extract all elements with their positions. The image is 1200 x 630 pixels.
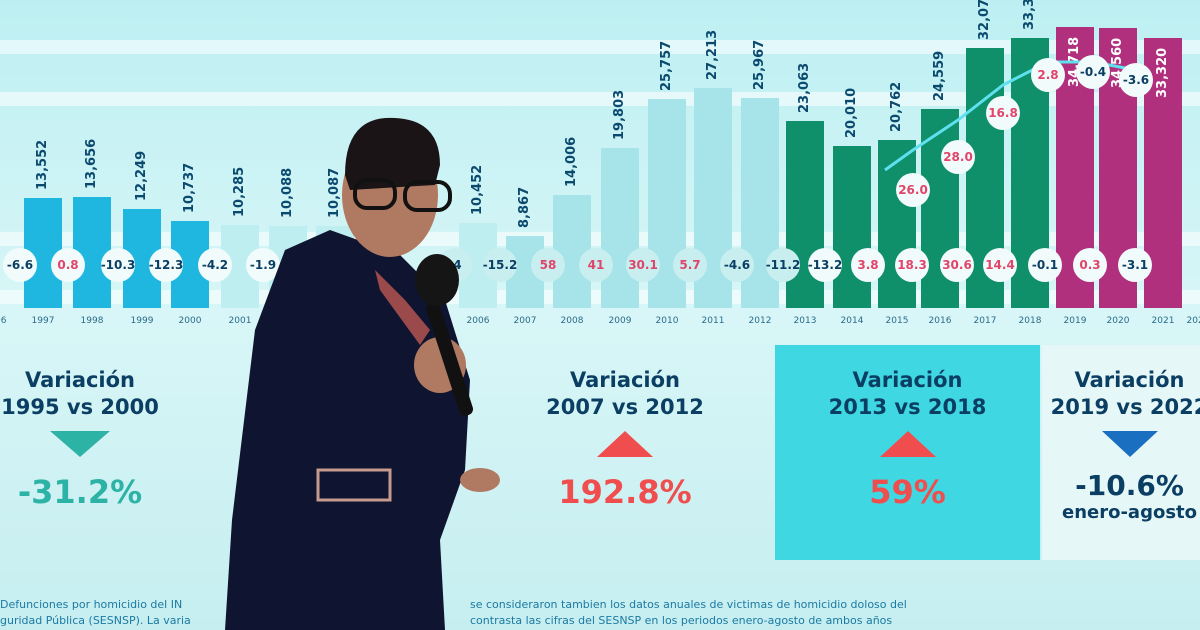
change-badge: 58: [531, 248, 565, 282]
change-badge: 5.7: [673, 248, 707, 282]
glasses-icon: [403, 180, 452, 212]
year-label: 2009: [608, 316, 632, 326]
year-label: 2011: [701, 316, 725, 326]
year-label: 2019: [1063, 316, 1087, 326]
change-badge: -4.2: [198, 248, 232, 282]
year-label: 2008: [560, 316, 584, 326]
change-badge: -3.1: [1118, 248, 1152, 282]
year-label: 2000: [178, 316, 202, 326]
panel-value: 192.8%: [558, 473, 692, 511]
year-label: 1997: [31, 316, 55, 326]
panel-title: Variación: [852, 368, 963, 392]
year-label: 2016: [928, 316, 952, 326]
glasses-icon: [353, 178, 397, 210]
footnote-line2b: contrasta las cifras del SESNSP en los p…: [470, 614, 893, 627]
change-badge: 30.6: [940, 248, 974, 282]
year-label: 1996: [0, 316, 7, 326]
panel-title: Variación: [569, 368, 681, 392]
presenter-hair: [345, 117, 440, 190]
footnote-line1b: se consideraron tambien los datos anuale…: [470, 598, 907, 611]
change-badge: -0.1: [1028, 248, 1062, 282]
change-badge: 0.3: [1073, 248, 1107, 282]
presenter-jacket: [225, 230, 470, 630]
footnote-line1a: Defunciones por homicidio del IN: [0, 598, 183, 611]
upper-change-badge: 26.0: [896, 173, 930, 207]
panel-period: 2013 vs 2018: [828, 395, 987, 419]
year-label: 2013: [793, 316, 817, 326]
change-badge: -12.3: [149, 248, 183, 282]
panel-value: -31.2%: [17, 473, 143, 511]
panel-period: 2007 vs 2012: [546, 395, 704, 419]
scarf: [375, 270, 430, 345]
upper-change-badge: 16.8: [986, 96, 1020, 130]
bar-2009: [601, 147, 639, 308]
jacket-pocket: [316, 468, 392, 502]
panel-2013-2018: Variación 2013 vs 2018 59%: [775, 345, 1040, 560]
panel-2019-2022: Variación 2019 vs 2022 -10.6% enero-agost…: [1042, 345, 1200, 560]
panel-value: 59%: [869, 473, 946, 511]
arrow-up-icon: [597, 431, 653, 457]
panel-title: Variación: [1074, 368, 1185, 392]
panel-period: 1995 vs 2000: [1, 395, 159, 419]
year-label: 2001: [228, 316, 252, 326]
change-badge: -15.2: [483, 248, 517, 282]
change-badge: -1.9: [246, 248, 280, 282]
upper-change-badge: -3.6: [1119, 63, 1153, 97]
change-badge: -13.2: [808, 248, 842, 282]
year-label: 2015: [885, 316, 909, 326]
arrow-down-icon: [1101, 431, 1158, 457]
panel-subtitle: enero-agosto: [1061, 502, 1198, 523]
year-label: 2006: [466, 316, 490, 326]
change-badge: 41: [579, 248, 613, 282]
year-label: 2020: [1106, 316, 1130, 326]
change-badge: 0.8: [51, 248, 85, 282]
upper-change-badge: -0.4: [1076, 55, 1110, 89]
panel-2007-2012: Variación 2007 vs 2012 192.8%: [520, 345, 730, 560]
change-badge: 30.1: [626, 248, 660, 282]
year-label: 2012: [748, 316, 772, 326]
change-badge: -4.6: [720, 248, 754, 282]
change-badge: 14.4: [983, 248, 1017, 282]
year-label: 2010: [655, 316, 679, 326]
year-label: 2007: [513, 316, 537, 326]
change-badge: 3.8: [851, 248, 885, 282]
change-badge: -11.2: [766, 248, 800, 282]
change-badge: 18.3: [895, 248, 929, 282]
microphone-icon: [426, 302, 474, 416]
microphone-head: [415, 254, 459, 306]
year-label: 2018: [1018, 316, 1042, 326]
change-badge: -10.3: [101, 248, 135, 282]
year-label: 2017: [973, 316, 997, 326]
stripe: [0, 92, 1200, 106]
year-label: 1998: [80, 316, 104, 326]
year-label: 2022: [1186, 316, 1200, 326]
panel-1995-2000: Variación 1995 vs 2000 -31.2%: [0, 345, 190, 560]
arrow-down-icon: [50, 431, 110, 457]
panel-title: Variación: [24, 368, 136, 392]
footnote-line2a: guridad Pública (SESNSP). La varia: [0, 614, 191, 627]
year-label: 1999: [130, 316, 154, 326]
change-badge: -6.6: [3, 248, 37, 282]
year-label: 2014: [840, 316, 864, 326]
upper-change-badge: 28.0: [941, 140, 975, 174]
panel-value: -10.6%: [1075, 469, 1184, 502]
panel-period: 2019 vs 2022: [1050, 395, 1200, 419]
upper-change-badge: 2.8: [1031, 58, 1065, 92]
year-label: 2021: [1151, 316, 1175, 326]
stripe: [0, 40, 1200, 54]
arrow-up-icon: [879, 431, 936, 457]
presenter-hand: [460, 468, 500, 492]
